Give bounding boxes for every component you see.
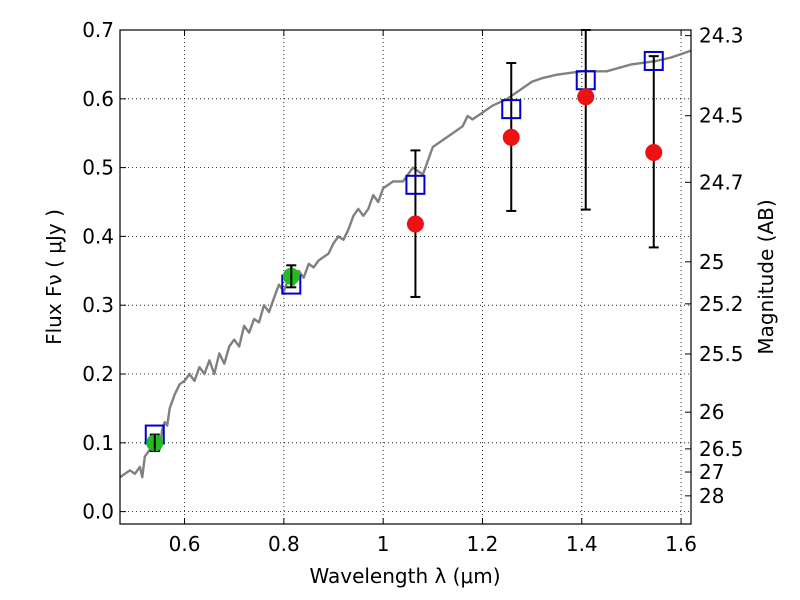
mag-tick-label: 25.2 [699, 292, 744, 316]
mag-tick-label: 26.5 [699, 437, 744, 461]
mag-tick-label: 24.5 [699, 104, 744, 128]
model-flux-square [405, 174, 426, 195]
mag-tick-label: 25.5 [699, 342, 744, 366]
mag-tick-label: 25 [699, 250, 724, 274]
y-tick-label: 0.5 [82, 156, 114, 180]
y-tick-label: 0.4 [82, 224, 114, 248]
mag-tick-label: 26 [699, 400, 724, 424]
y-tick-label: 0.2 [82, 362, 114, 386]
plot-background [120, 30, 691, 524]
x-tick-label: 1.4 [566, 532, 598, 556]
observed-point [577, 88, 595, 106]
observed-point [645, 143, 663, 161]
mag-tick-label: 28 [699, 484, 724, 508]
plot-frame [119, 29, 692, 525]
x-tick-label: 0.8 [268, 532, 300, 556]
mag-tick-label: 27 [699, 460, 724, 484]
y-tick-label: 0.3 [82, 293, 114, 317]
model-flux-square [643, 50, 664, 71]
markers [144, 50, 664, 452]
mag-tick-label: 24.7 [699, 170, 744, 194]
y-right-axis-title: Magnitude (AB) [754, 199, 778, 354]
y-tick-label: 0.6 [82, 87, 114, 111]
observed-point [406, 215, 424, 233]
mag-tick-label: 24.3 [699, 24, 744, 48]
model-flux-square [501, 99, 522, 120]
x-tick-label: 0.6 [169, 532, 201, 556]
x-tick-label: 1.2 [467, 532, 499, 556]
y-tick-label: 0.1 [82, 431, 114, 455]
model-spectrum [119, 49, 692, 479]
y-tick-label: 0.7 [82, 18, 114, 42]
x-axis-title: Wavelength λ (μm) [309, 564, 500, 588]
axis-ticks: 0.6 0.8 1 1.2 1.4 1.6 0.0 0.1 0.2 0.3 0.4 0.5 0.6 0.7… [82, 18, 743, 556]
spectrum-line [119, 49, 692, 479]
observed-point [502, 128, 520, 146]
y-axis-title: Flux Fν ( μJy ) [42, 209, 66, 345]
x-tick-label: 1 [377, 532, 390, 556]
x-tick-label: 1.6 [665, 532, 697, 556]
y-tick-label: 0.0 [82, 500, 114, 524]
